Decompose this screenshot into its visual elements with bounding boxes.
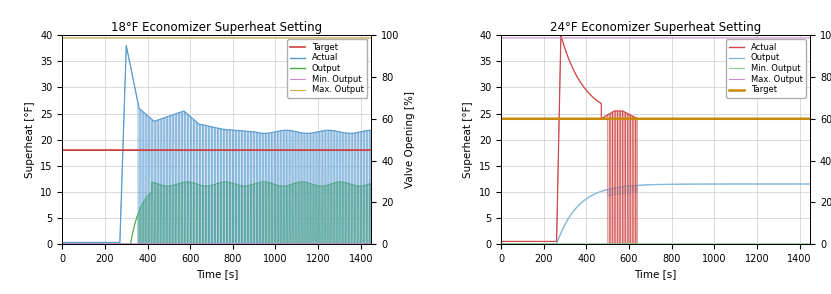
X-axis label: Time [s]: Time [s]	[195, 269, 238, 279]
X-axis label: Time [s]: Time [s]	[635, 269, 677, 279]
Y-axis label: Superheat [°F]: Superheat [°F]	[464, 101, 474, 178]
Y-axis label: Valve Opening [%]: Valve Opening [%]	[405, 91, 415, 188]
Y-axis label: Superheat [°F]: Superheat [°F]	[25, 101, 35, 178]
Title: 18°F Economizer Superheat Setting: 18°F Economizer Superheat Setting	[111, 21, 322, 34]
Legend: Target, Actual, Output, Min. Output, Max. Output: Target, Actual, Output, Min. Output, Max…	[287, 39, 367, 98]
Title: 24°F Economizer Superheat Setting: 24°F Economizer Superheat Setting	[550, 21, 761, 34]
Legend: Actual, Output, Min. Output, Max. Output, Target: Actual, Output, Min. Output, Max. Output…	[725, 39, 806, 98]
